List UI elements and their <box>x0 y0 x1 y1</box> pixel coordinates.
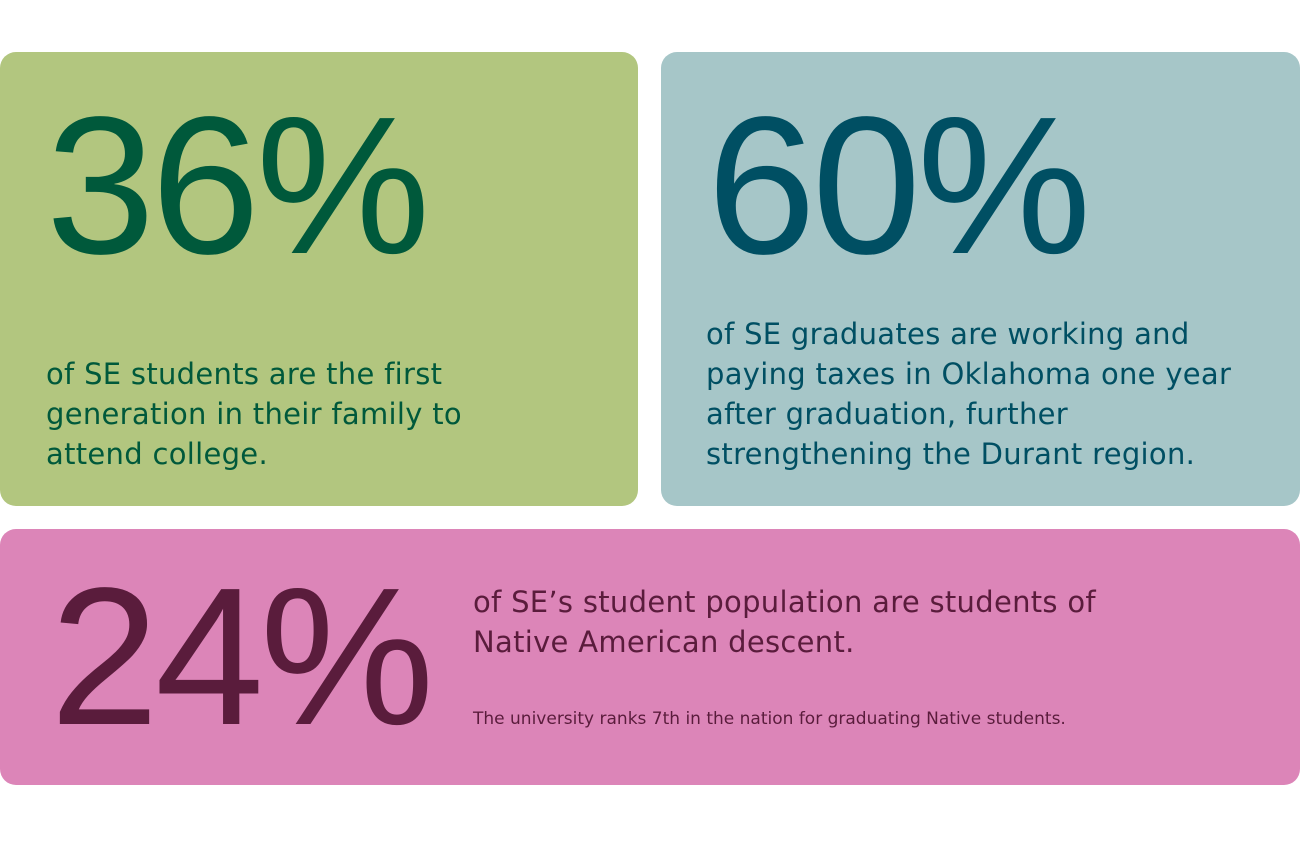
stat-card: 36% of SE students are the first generat… <box>0 52 638 506</box>
stat-note: The university ranks 7th in the nation f… <box>473 709 1066 729</box>
stat-description: of SE students are the first generation … <box>46 357 462 471</box>
stat-value: 60% <box>707 76 1091 295</box>
stat-card: 60% of SE graduates are working and payi… <box>661 52 1300 506</box>
stat-value: 24% <box>50 547 434 766</box>
stat-value: 36% <box>46 76 430 295</box>
stat-description: of SE graduates are working and paying t… <box>706 317 1232 471</box>
stat-card: 24% of SE’s student population are stude… <box>0 529 1300 785</box>
stat-description: of SE’s student population are students … <box>473 585 1096 659</box>
